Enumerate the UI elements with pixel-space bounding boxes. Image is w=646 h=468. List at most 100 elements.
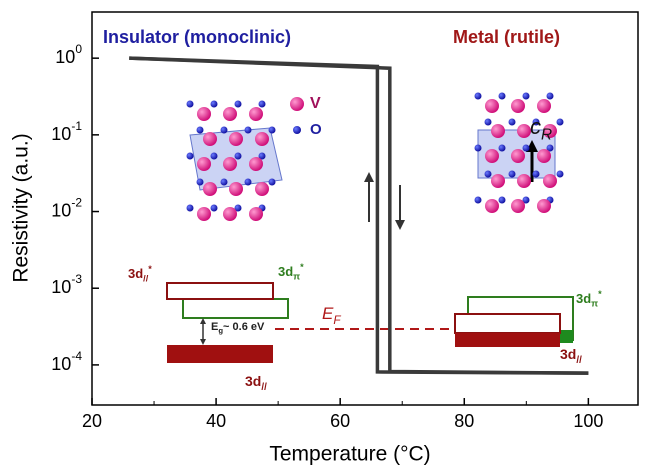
atom-o xyxy=(210,152,218,160)
band xyxy=(167,345,273,363)
atom-v xyxy=(537,99,551,113)
atom-o xyxy=(220,126,228,134)
annotation-part: // xyxy=(576,354,582,365)
atom-o xyxy=(546,92,554,100)
annotation: 3d// xyxy=(560,346,582,366)
atom-v xyxy=(517,124,531,138)
x-tick-label: 40 xyxy=(206,411,226,431)
x-tick-label: 60 xyxy=(330,411,350,431)
atom-o xyxy=(244,126,252,134)
atom-o xyxy=(522,144,530,152)
tick-base: 10 xyxy=(51,354,71,374)
annotation: V xyxy=(310,95,321,112)
legend-o xyxy=(293,126,301,134)
annotation-part: O xyxy=(310,121,322,138)
annotation-part: 3d xyxy=(245,373,261,389)
tick-base: 10 xyxy=(51,200,71,220)
atom-o xyxy=(234,100,242,108)
tick-base: 10 xyxy=(51,277,71,297)
atom-o xyxy=(186,152,194,160)
atom-v xyxy=(249,107,263,121)
annotation-part: ~ 0.6 eV xyxy=(223,321,265,333)
annotation-part: E xyxy=(211,321,218,333)
atom-o xyxy=(508,170,516,178)
atom-v xyxy=(511,99,525,113)
tick-base: 10 xyxy=(51,124,71,144)
atom-o xyxy=(196,178,204,186)
atom-v xyxy=(537,199,551,213)
tick-exponent: 0 xyxy=(75,42,82,56)
atom-o xyxy=(498,92,506,100)
atom-o xyxy=(186,204,194,212)
annotation: 3d//* xyxy=(128,264,152,284)
atom-o xyxy=(546,144,554,152)
x-tick-label: 80 xyxy=(454,411,474,431)
band xyxy=(454,313,561,334)
annotation-part: F xyxy=(333,313,341,327)
annotation-part: * xyxy=(598,289,602,299)
atom-v xyxy=(197,107,211,121)
atom-v xyxy=(229,132,243,146)
arrow xyxy=(395,220,405,230)
y-tick-label: 10-3 xyxy=(51,272,82,297)
annotation-part: E xyxy=(322,304,334,323)
arrow xyxy=(200,318,206,324)
annotation-part: π xyxy=(293,272,300,282)
annotation-part: * xyxy=(300,262,304,272)
x-axis-title: Temperature (°C) xyxy=(269,443,430,466)
atom-v xyxy=(197,157,211,171)
tick-exponent: -2 xyxy=(71,196,82,210)
annotation-part: 3d xyxy=(576,291,591,306)
tick-base: 10 xyxy=(55,47,75,67)
legend-v xyxy=(290,97,304,111)
annotation-part: Metal (rutile) xyxy=(453,27,560,47)
annotation: Metal (rutile) xyxy=(453,27,560,47)
atom-o xyxy=(474,196,482,204)
atom-o xyxy=(522,92,530,100)
atom-o xyxy=(474,92,482,100)
atom-v xyxy=(485,149,499,163)
atom-v xyxy=(255,132,269,146)
atom-o xyxy=(268,126,276,134)
annotation: 3dπ* xyxy=(278,262,304,282)
atom-v xyxy=(229,182,243,196)
atom-o xyxy=(498,196,506,204)
plot-frame xyxy=(91,11,639,406)
atom-v xyxy=(511,149,525,163)
data-line xyxy=(129,56,589,375)
atom-v xyxy=(517,174,531,188)
annotation-part: g xyxy=(218,326,223,335)
atom-v xyxy=(491,124,505,138)
annotation-part: // xyxy=(261,381,267,392)
annotation: 3dπ* xyxy=(576,289,602,309)
annotation-part: * xyxy=(148,264,152,274)
atom-v xyxy=(203,182,217,196)
annotation-part: Insulator (monoclinic) xyxy=(103,27,291,47)
atom-v xyxy=(537,149,551,163)
tick-exponent: -4 xyxy=(71,349,82,363)
atom-o xyxy=(196,126,204,134)
x-tick-label: 20 xyxy=(82,411,102,431)
atom-o xyxy=(484,170,492,178)
band xyxy=(166,282,274,300)
arrow xyxy=(200,339,206,345)
annotation: 3d// xyxy=(245,373,267,393)
atom-o xyxy=(532,118,540,126)
atom-o xyxy=(210,204,218,212)
atom-o xyxy=(258,152,266,160)
atom-o xyxy=(220,178,228,186)
band xyxy=(455,333,560,347)
annotation-part: V xyxy=(310,95,321,112)
atom-v xyxy=(249,207,263,221)
y-tick-label: 10-4 xyxy=(51,349,82,374)
atom-o xyxy=(508,118,516,126)
atom-v xyxy=(543,174,557,188)
annotation: Insulator (monoclinic) xyxy=(103,27,291,47)
annotation: O xyxy=(310,121,322,138)
atom-v xyxy=(223,107,237,121)
atom-o xyxy=(522,196,530,204)
atom-v xyxy=(485,199,499,213)
atom-v xyxy=(255,182,269,196)
decoration xyxy=(166,92,574,363)
